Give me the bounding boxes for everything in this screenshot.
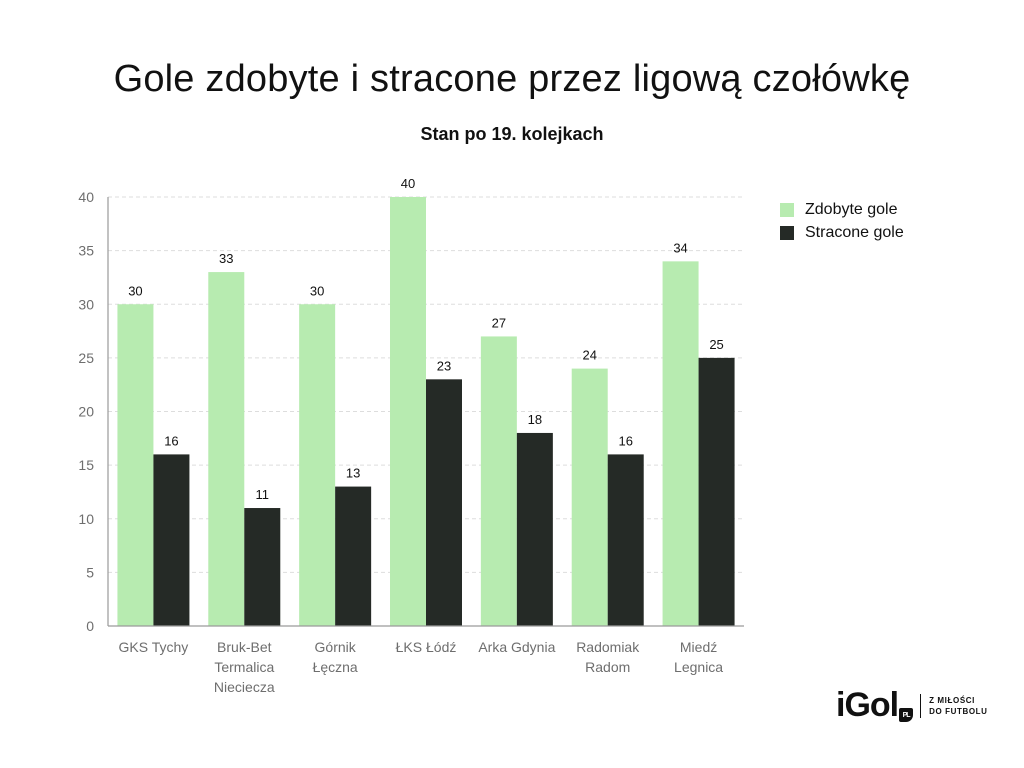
value-label-scored: 27 <box>492 315 506 330</box>
igol-logo: iGol PL Z MIŁOŚCI DO FUTBOLU <box>836 686 988 725</box>
x-category-label: Górnik <box>315 639 357 655</box>
y-tick-label: 35 <box>78 243 94 259</box>
value-label-conceded: 13 <box>346 466 360 481</box>
legend-item-scored: Zdobyte gole <box>780 198 904 221</box>
x-category-label: Termalica <box>214 659 274 675</box>
legend-label-scored: Zdobyte gole <box>805 200 898 218</box>
x-category-label: Radomiak <box>576 639 640 655</box>
legend-item-conceded: Stracone gole <box>780 221 904 244</box>
x-category-label: Arka Gdynia <box>478 639 555 655</box>
y-tick-label: 15 <box>78 457 94 473</box>
bar-conceded <box>607 454 644 626</box>
value-label-scored: 30 <box>310 283 324 298</box>
value-label-conceded: 18 <box>528 412 542 427</box>
bar-scored <box>117 304 154 626</box>
bar-conceded <box>335 486 372 626</box>
bar-scored <box>480 336 517 626</box>
y-tick-label: 25 <box>78 350 94 366</box>
x-category-label: GKS Tychy <box>119 639 189 655</box>
y-tick-label: 0 <box>86 618 94 634</box>
value-label-conceded: 23 <box>437 358 451 373</box>
bar-conceded <box>153 454 190 626</box>
logo-divider <box>920 693 922 718</box>
x-category-label: Legnica <box>674 659 723 675</box>
bar-conceded <box>516 432 553 626</box>
value-label-scored: 34 <box>673 240 687 255</box>
chart-title: Gole zdobyte i stracone przez ligową czo… <box>113 58 911 100</box>
value-label-scored: 24 <box>582 348 596 363</box>
value-label-conceded: 11 <box>256 487 270 502</box>
logo-tagline-line2: DO FUTBOLU <box>929 706 988 716</box>
x-category-label: Łęczna <box>313 659 358 675</box>
value-label-scored: 40 <box>401 176 415 191</box>
legend-swatch-scored <box>780 202 794 217</box>
x-category-label: Bruk-Bet <box>217 639 272 655</box>
x-category-label: Radom <box>585 659 630 675</box>
bar-conceded <box>698 357 735 626</box>
y-tick-label: 30 <box>78 296 94 312</box>
chart-legend: Zdobyte gole Stracone gole <box>780 198 904 244</box>
y-tick-label: 20 <box>78 404 94 420</box>
y-tick-label: 40 <box>78 189 94 205</box>
bar-conceded <box>244 508 281 626</box>
value-label-conceded: 16 <box>164 433 178 448</box>
bar-conceded <box>426 379 462 626</box>
x-category-label: Miedź <box>680 639 717 655</box>
chart-subtitle: Stan po 19. kolejkach <box>420 124 604 144</box>
value-label-scored: 30 <box>128 283 142 298</box>
bar-scored <box>571 368 608 626</box>
logo-badge: PL <box>899 708 914 722</box>
logo-tagline: Z MIŁOŚCI DO FUTBOLU <box>929 695 987 717</box>
legend-swatch-conceded <box>780 225 794 240</box>
logo-wordmark: iGol PL <box>836 686 914 725</box>
legend-label-conceded: Stracone gole <box>805 223 904 241</box>
bar-scored <box>390 197 426 626</box>
logo-text: iGol <box>836 686 899 724</box>
x-category-label: ŁKS Łódź <box>396 639 457 655</box>
bar-scored <box>208 272 245 626</box>
logo-tagline-line1: Z MIŁOŚCI <box>929 695 975 705</box>
y-tick-label: 5 <box>86 564 94 580</box>
value-label-conceded: 16 <box>618 433 632 448</box>
value-label-conceded: 25 <box>709 337 723 352</box>
bar-scored <box>299 304 336 626</box>
value-label-scored: 33 <box>219 251 233 266</box>
bar-scored <box>662 261 699 626</box>
y-tick-label: 10 <box>78 511 94 527</box>
x-category-label: Nieciecza <box>214 679 275 695</box>
